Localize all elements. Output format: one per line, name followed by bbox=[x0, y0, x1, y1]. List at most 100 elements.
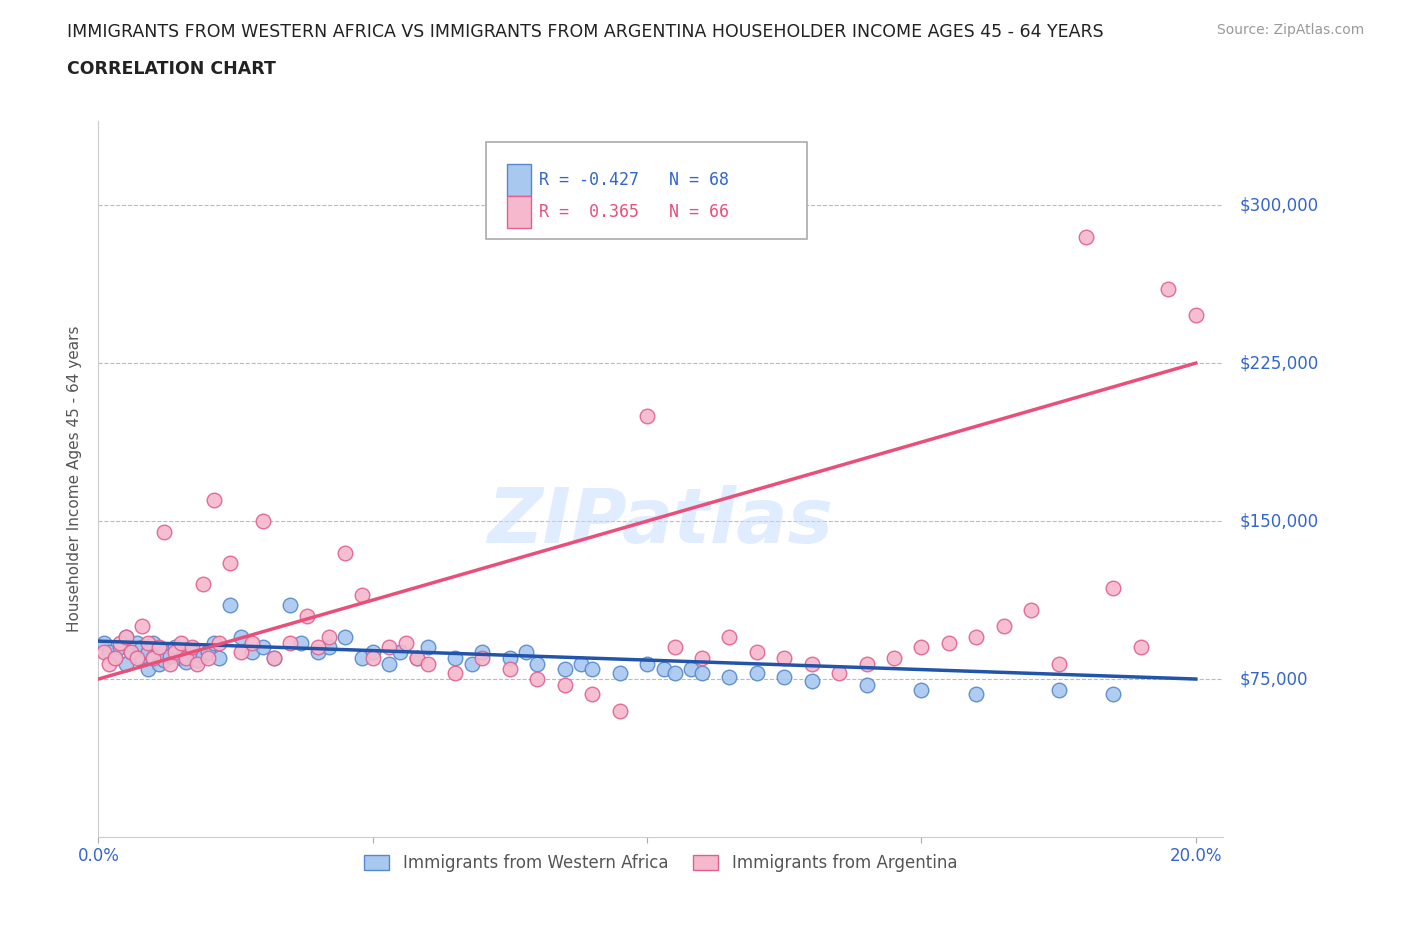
Point bbox=[159, 648, 181, 663]
Point bbox=[142, 651, 165, 666]
Point bbox=[93, 644, 115, 659]
Text: $150,000: $150,000 bbox=[1240, 512, 1319, 530]
Point bbox=[609, 703, 631, 718]
Text: R =  0.365   N = 66: R = 0.365 N = 66 bbox=[540, 203, 730, 220]
Point bbox=[395, 636, 418, 651]
Point bbox=[136, 644, 159, 659]
Text: $75,000: $75,000 bbox=[1240, 670, 1308, 688]
Point bbox=[318, 640, 340, 655]
Point bbox=[636, 657, 658, 671]
Point bbox=[125, 636, 148, 651]
Point bbox=[290, 636, 312, 651]
Point bbox=[1102, 581, 1125, 596]
Point bbox=[280, 636, 302, 651]
Point bbox=[569, 657, 592, 671]
Point bbox=[307, 640, 329, 655]
Point bbox=[609, 665, 631, 680]
Point bbox=[153, 644, 176, 659]
Point bbox=[295, 608, 318, 623]
Point bbox=[208, 636, 231, 651]
Point bbox=[110, 636, 132, 651]
Point bbox=[460, 657, 482, 671]
Point bbox=[280, 598, 302, 613]
Point bbox=[664, 640, 686, 655]
Legend: Immigrants from Western Africa, Immigrants from Argentina: Immigrants from Western Africa, Immigran… bbox=[357, 847, 965, 879]
Point bbox=[180, 640, 202, 655]
Point bbox=[993, 619, 1015, 634]
Point bbox=[165, 640, 187, 655]
Point bbox=[773, 651, 796, 666]
Point bbox=[170, 651, 193, 666]
Point bbox=[389, 644, 412, 659]
Point bbox=[965, 686, 987, 701]
Point bbox=[1019, 602, 1042, 617]
Point bbox=[186, 653, 208, 668]
Point bbox=[170, 636, 193, 651]
Point bbox=[104, 651, 127, 666]
Point bbox=[110, 640, 132, 655]
Point bbox=[142, 651, 165, 666]
Point bbox=[252, 640, 274, 655]
Point bbox=[159, 657, 181, 671]
Point bbox=[180, 644, 202, 659]
Point bbox=[718, 670, 741, 684]
Point bbox=[855, 657, 877, 671]
Point bbox=[855, 678, 877, 693]
Y-axis label: Householder Income Ages 45 - 64 years: Householder Income Ages 45 - 64 years bbox=[67, 326, 83, 632]
Point bbox=[828, 665, 851, 680]
Point bbox=[515, 644, 537, 659]
Point bbox=[307, 644, 329, 659]
Point bbox=[800, 673, 823, 688]
Point bbox=[1184, 307, 1206, 322]
Point bbox=[378, 640, 401, 655]
Point bbox=[131, 640, 153, 655]
Point bbox=[131, 619, 153, 634]
Point bbox=[378, 657, 401, 671]
Point bbox=[581, 686, 603, 701]
Point bbox=[120, 644, 142, 659]
Point bbox=[361, 644, 384, 659]
Point bbox=[526, 671, 548, 686]
Point bbox=[120, 644, 142, 659]
Point bbox=[240, 636, 263, 651]
Point bbox=[910, 640, 932, 655]
Point bbox=[191, 648, 214, 663]
Point bbox=[636, 408, 658, 423]
Point bbox=[197, 644, 219, 659]
Point bbox=[1102, 686, 1125, 701]
Point bbox=[153, 525, 176, 539]
Point bbox=[98, 657, 121, 671]
Point bbox=[104, 651, 127, 666]
Point bbox=[202, 493, 225, 508]
Point bbox=[125, 651, 148, 666]
Point bbox=[350, 651, 373, 666]
Point bbox=[1047, 682, 1070, 697]
Text: $300,000: $300,000 bbox=[1240, 196, 1319, 214]
Point bbox=[136, 661, 159, 676]
Point bbox=[444, 651, 467, 666]
Point bbox=[1129, 640, 1152, 655]
FancyBboxPatch shape bbox=[486, 142, 807, 239]
Point bbox=[174, 651, 197, 666]
Point bbox=[219, 556, 242, 571]
Point bbox=[361, 651, 384, 666]
Point bbox=[883, 651, 905, 666]
Point bbox=[229, 630, 252, 644]
Point bbox=[745, 644, 768, 659]
Point bbox=[471, 644, 494, 659]
Point bbox=[800, 657, 823, 671]
Point bbox=[690, 665, 713, 680]
Text: $225,000: $225,000 bbox=[1240, 354, 1319, 372]
Point bbox=[690, 651, 713, 666]
Point bbox=[202, 636, 225, 651]
Point bbox=[1157, 282, 1180, 297]
Point bbox=[229, 644, 252, 659]
Point bbox=[471, 651, 494, 666]
Point bbox=[350, 588, 373, 603]
Point bbox=[197, 651, 219, 666]
Point bbox=[142, 636, 165, 651]
Point bbox=[240, 644, 263, 659]
Point bbox=[444, 665, 467, 680]
Point bbox=[718, 630, 741, 644]
Point bbox=[664, 665, 686, 680]
